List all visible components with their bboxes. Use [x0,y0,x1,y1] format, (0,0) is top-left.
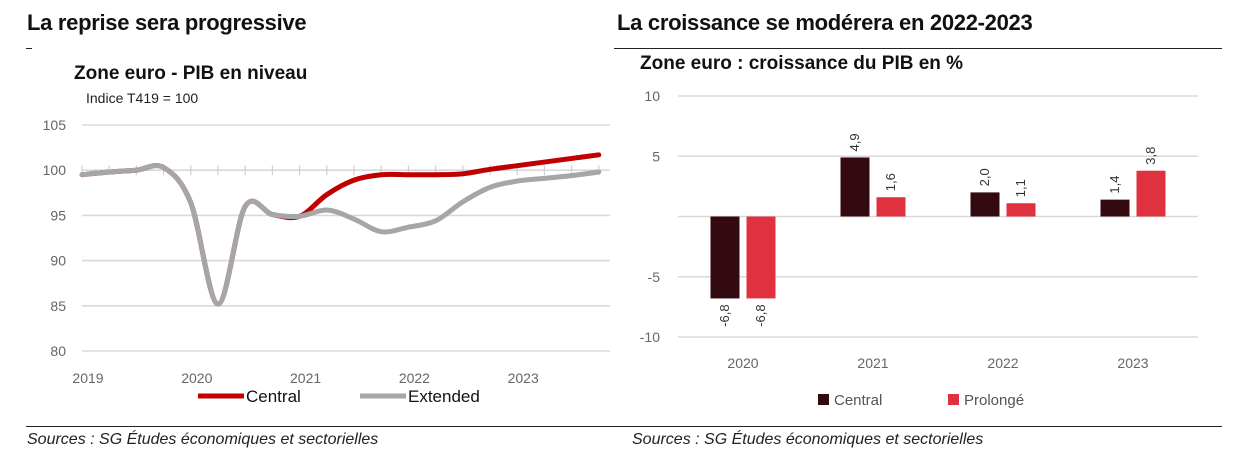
legend-label-central: Central [246,387,301,406]
left-title-rule [26,48,32,49]
y-tick-label: 80 [50,343,66,359]
y-tick-label: -5 [648,269,661,285]
x-tick-label: 2021 [290,370,321,386]
bar-central-2022 [970,192,1000,217]
legend-swatch-prolonge [948,394,959,405]
right-footer-rule [600,426,1222,427]
right-panel-title: La croissance se modérera en 2022-2023 [617,10,1033,35]
bar-chart-title: Zone euro : croissance du PIB en % [640,53,964,74]
y-tick-label: -10 [640,329,660,345]
data-label: -6,8 [753,304,768,326]
y-tick-label: 100 [43,162,67,178]
legend-label-central: Central [834,392,882,409]
x-tick-label: 2022 [987,355,1018,371]
left-panel-title: La reprise sera progressive [27,10,307,35]
right-title-rule [614,48,1222,49]
bar-central-2021 [840,157,870,217]
y-tick-label: 95 [50,207,66,223]
x-tick-label: 2022 [399,370,430,386]
data-label: 1,1 [1013,179,1028,197]
data-label: 3,8 [1143,147,1158,165]
x-tick-label: 2020 [727,355,758,371]
line-chart: 105 100 95 90 85 80 2019 2020 2021 2022 2023 Centra… [43,117,610,406]
y-tick-label: 105 [43,117,67,133]
left-footer-rule [26,426,624,427]
line-chart-subtitle: Indice T419 = 100 [86,90,199,106]
left-source-note: Sources : SG Études économiques et secto… [27,431,379,448]
x-tick-label: 2021 [857,355,888,371]
bar-chart: 10 5 -5 -10 2020 -6,8 -6,8 2021 4,9 1,6 2022 2,0 1,1… [640,88,1198,409]
legend-label-prolonge: Prolongé [964,392,1024,409]
x-tick-label: 2023 [1117,355,1148,371]
bar-prolongé-2021 [876,197,906,217]
x-tick-label: 2020 [181,370,212,386]
x-tick-label: 2023 [508,370,539,386]
bar-prolongé-2023 [1136,170,1166,217]
line-chart-title: Zone euro - PIB en niveau [74,63,308,84]
y-tick-label: 5 [652,148,660,164]
series-line-extended [79,163,602,307]
data-label: 1,6 [883,173,898,191]
series-line-central [79,152,602,307]
x-tick-label: 2019 [72,370,103,386]
bar-prolongé-2020 [746,216,776,299]
data-label: 2,0 [977,168,992,186]
y-tick-label: 90 [50,253,66,269]
legend-label-extended: Extended [408,387,480,406]
data-label: 4,9 [847,133,862,151]
data-label: -6,8 [717,304,732,326]
bar-central-2023 [1100,199,1130,217]
bar-central-2020 [710,216,740,299]
data-label: 1,4 [1107,176,1122,194]
legend-swatch-central [818,394,829,405]
y-tick-label: 10 [644,88,660,104]
bar-prolongé-2022 [1006,203,1036,217]
right-source-note: Sources : SG Études économiques et secto… [632,431,984,448]
y-tick-label: 85 [50,298,66,314]
